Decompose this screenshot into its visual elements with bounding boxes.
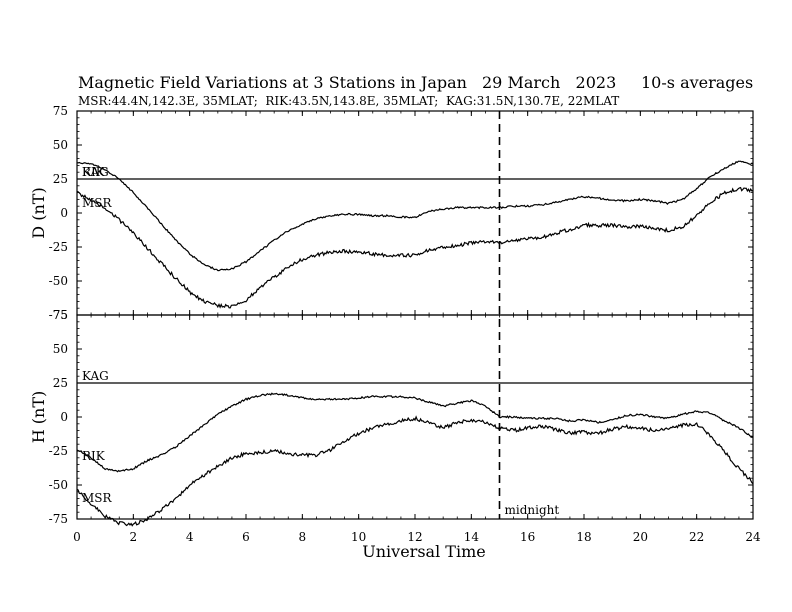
x-tick-label: 6 — [242, 530, 250, 544]
y-axis-label: H (nT) — [29, 391, 48, 444]
h-component-panel: 75 50 25 0 -25 -50 -75 H (nT) KAG RIK MSR — [29, 308, 754, 527]
x-tick-label: 20 — [633, 530, 648, 544]
y-tick-label: -75 — [49, 512, 68, 526]
x-tick-label: 10 — [351, 530, 366, 544]
y-tick-label: 75 — [53, 308, 68, 322]
panel-frame — [76, 314, 754, 520]
y-tick-label: -50 — [49, 478, 68, 492]
x-axis-label: Universal Time — [362, 542, 485, 561]
chart-title: Magnetic Field Variations at 3 Stations … — [78, 73, 467, 92]
series-msr-line — [76, 186, 754, 309]
y-tick-label: -75 — [49, 308, 68, 322]
y-tick-label: 75 — [53, 104, 68, 118]
x-tick-label: 0 — [73, 530, 81, 544]
x-tick-label: 24 — [745, 530, 761, 544]
series-rik-line — [76, 392, 754, 473]
series-label-rik: RIK — [82, 165, 106, 179]
series-label-msr: MSR — [82, 491, 113, 505]
x-tick-label: 4 — [186, 530, 194, 544]
x-tick-label: 8 — [299, 530, 307, 544]
panel-frame — [76, 110, 754, 316]
y-tick-label: 25 — [53, 376, 68, 390]
x-tick-label: 2 — [130, 530, 138, 544]
y-tick-label: 25 — [53, 172, 68, 186]
midnight-marker-label: midnight — [505, 503, 560, 517]
y-axis-label: D (nT) — [29, 187, 48, 238]
series-label-kag: KAG — [82, 369, 109, 383]
y-tick-label: 0 — [60, 206, 68, 220]
series-label-rik: RIK — [82, 449, 106, 463]
y-tick-label: 50 — [53, 138, 68, 152]
x-tick-label: 18 — [576, 530, 591, 544]
x-tick-label: 14 — [464, 530, 480, 544]
x-tick-label: 16 — [520, 530, 535, 544]
chart-date: 29 March 2023 — [482, 73, 616, 92]
x-tick-label: 22 — [689, 530, 704, 544]
y-tick-label: 0 — [60, 410, 68, 424]
y-tick-label: -50 — [49, 274, 68, 288]
x-tick-label: 12 — [407, 530, 422, 544]
chart-averaging: 10-s averages — [641, 73, 753, 92]
y-tick-label: -25 — [49, 444, 68, 458]
series-rik-line — [76, 160, 754, 272]
y-tick-label: -25 — [49, 240, 68, 254]
y-tick-label: 50 — [53, 342, 68, 356]
series-msr-line — [76, 415, 754, 527]
chart-subtitle: MSR:44.4N,142.3E, 35MLAT; RIK:43.5N,143.… — [78, 94, 619, 108]
series-label-msr: MSR — [82, 196, 113, 210]
